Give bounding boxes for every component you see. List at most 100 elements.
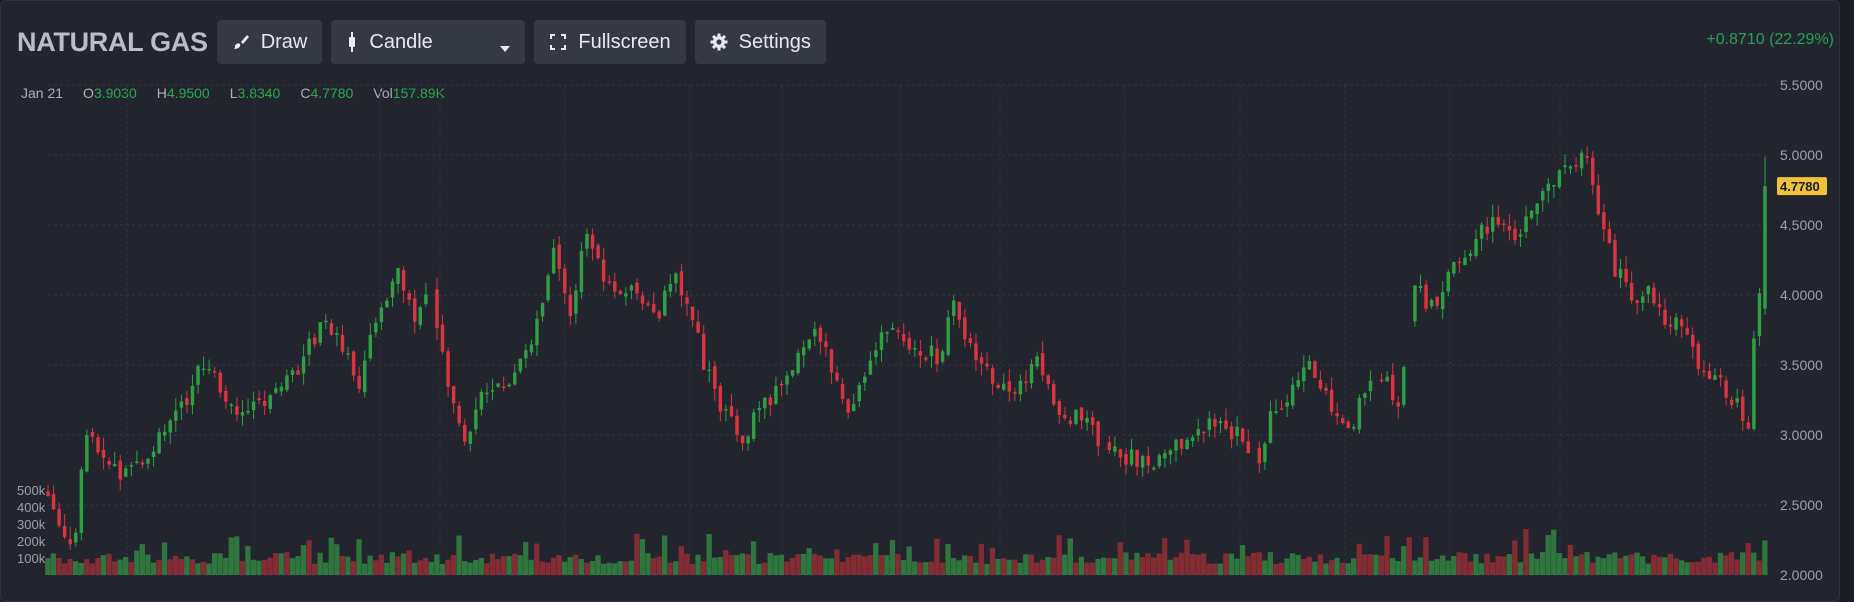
volume-bar — [61, 563, 68, 575]
volume-bar — [1539, 552, 1546, 575]
candle-body — [1335, 413, 1339, 417]
candle-body — [1541, 191, 1545, 201]
candle-body — [1535, 203, 1539, 215]
volume-bar — [873, 543, 879, 575]
candle-body — [112, 463, 117, 467]
brush-icon — [232, 33, 250, 51]
volume-bar — [256, 560, 262, 575]
candle-body — [1368, 380, 1373, 392]
volume-bar — [300, 545, 307, 575]
chart-type-dropdown[interactable]: Candle — [331, 20, 526, 64]
volume-bar — [1439, 555, 1446, 575]
fullscreen-button[interactable]: Fullscreen — [534, 20, 686, 64]
candle-body — [874, 350, 878, 358]
volume-bar — [611, 563, 618, 575]
volume-bar — [234, 536, 240, 575]
volume-bar — [261, 559, 268, 575]
candle-body — [524, 350, 528, 359]
volume-bar — [1651, 554, 1657, 575]
volume-bar — [695, 554, 701, 575]
candle-body — [1207, 418, 1212, 430]
volume-bar — [473, 560, 479, 575]
volume-bar — [373, 560, 379, 575]
candle-body — [1418, 286, 1423, 289]
volume-bar — [123, 556, 129, 575]
volume-bar — [184, 556, 190, 575]
candle-body — [1624, 268, 1628, 283]
candle-body — [740, 435, 745, 444]
volume-bar — [1734, 559, 1740, 575]
candle-body — [1390, 374, 1395, 401]
candle-body — [1002, 383, 1006, 390]
candle-body — [1052, 384, 1056, 405]
candle-body — [1735, 398, 1739, 403]
candle-body — [952, 300, 956, 316]
candle-body — [407, 293, 411, 300]
volume-bar — [1456, 552, 1462, 575]
volume-bar — [45, 558, 51, 575]
volume-bar — [1156, 553, 1162, 575]
candle-body — [1618, 268, 1623, 278]
candle-body — [746, 436, 750, 444]
volume-bar — [111, 561, 118, 575]
ohlc-volume: Vol157.89K — [373, 85, 445, 101]
candle-body — [129, 464, 134, 467]
volume-bar — [273, 552, 279, 575]
volume-bar — [245, 545, 251, 575]
volume-bar — [634, 533, 640, 575]
volume-bar — [1634, 552, 1640, 575]
volume-bar — [1656, 556, 1662, 575]
volume-bar — [561, 561, 568, 575]
candle-body — [963, 317, 967, 340]
volume-bar — [839, 561, 846, 575]
candle-body — [779, 383, 784, 386]
draw-button[interactable]: Draw — [216, 20, 323, 64]
candle-body — [1224, 420, 1228, 429]
volume-bar — [650, 558, 657, 575]
volume-bar — [356, 539, 362, 575]
candle-body — [1602, 212, 1606, 230]
candle-body — [979, 357, 984, 364]
candle-body — [1446, 272, 1450, 292]
candle-body — [1352, 427, 1356, 429]
draw-label: Draw — [260, 30, 308, 53]
volume-bar — [428, 561, 434, 575]
volume-bar — [1562, 558, 1568, 575]
volume-bar — [1739, 552, 1746, 575]
volume-bar — [423, 557, 429, 575]
volume-bar — [723, 550, 729, 575]
volume-bar — [1417, 557, 1423, 575]
candle-body — [957, 301, 962, 320]
volume-bar — [67, 558, 73, 575]
candle-body — [1307, 361, 1312, 370]
volume-bar — [1534, 558, 1540, 575]
candle-body — [251, 401, 256, 411]
price-chart[interactable]: 5.5000 5.0000 4.5000 4.0000 3.5000 3.0000 2.50… — [0, 0, 1854, 586]
candle-body — [1596, 185, 1601, 215]
candle-body — [1324, 387, 1328, 391]
candle-body — [1668, 324, 1673, 327]
volume-bar — [78, 563, 84, 575]
candle-body — [246, 411, 250, 413]
candle-body — [162, 431, 167, 436]
volume-bar — [439, 563, 446, 575]
chart-type-label: Candle — [369, 30, 433, 53]
candle-body — [1140, 456, 1145, 468]
volume-bar — [745, 554, 751, 575]
volume-bar — [311, 563, 318, 575]
volume-bar — [223, 557, 229, 575]
candle-body — [1174, 439, 1178, 451]
volume-bar — [1251, 552, 1257, 575]
volume-bar — [1228, 553, 1235, 575]
settings-button[interactable]: Settings — [694, 20, 826, 64]
candle-body — [1285, 402, 1289, 407]
volume-bar — [1262, 560, 1268, 575]
volume-bar — [700, 561, 707, 575]
candle-body — [474, 409, 478, 430]
candle-body — [574, 290, 578, 314]
volume-bar — [445, 559, 451, 575]
volume-bar — [645, 553, 651, 575]
candle-body — [1474, 238, 1478, 256]
candle-body — [1235, 426, 1239, 437]
candle-body — [813, 328, 817, 337]
